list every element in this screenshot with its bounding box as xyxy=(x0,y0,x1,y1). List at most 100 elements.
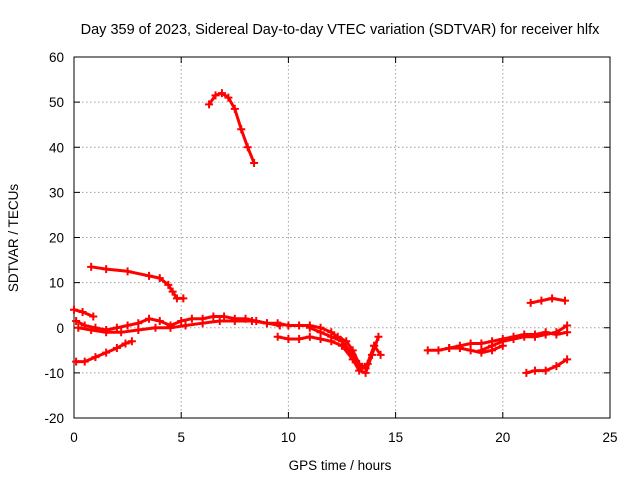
series-arc-dip-a xyxy=(273,332,383,377)
data-point xyxy=(423,346,432,355)
y-tick-label: 40 xyxy=(49,140,64,155)
data-point xyxy=(363,359,372,368)
y-tick-label: 50 xyxy=(49,95,64,110)
data-point xyxy=(348,350,357,359)
y-tick-label: 10 xyxy=(49,276,64,291)
x-tick-label: 5 xyxy=(177,430,185,445)
data-point xyxy=(87,262,96,271)
data-point xyxy=(563,328,572,337)
series-arc-lower-left xyxy=(72,337,136,366)
data-point xyxy=(530,366,539,375)
data-point xyxy=(434,346,443,355)
data-point xyxy=(181,321,190,330)
data-point xyxy=(74,323,83,332)
data-point xyxy=(305,332,314,341)
data-point xyxy=(522,368,531,377)
series-arc-high xyxy=(205,89,259,168)
data-point xyxy=(198,319,207,328)
y-axis-ticks: -20 -10 0 10 20 30 40 50 60 xyxy=(44,50,610,426)
data-point xyxy=(102,328,111,337)
data-point xyxy=(134,326,143,335)
series-trace xyxy=(529,296,567,305)
data-point xyxy=(273,332,282,341)
data-point xyxy=(262,319,271,328)
data-point xyxy=(72,357,81,366)
data-point xyxy=(376,350,385,359)
series-arc-start xyxy=(70,305,98,321)
data-point xyxy=(247,316,256,325)
data-point xyxy=(445,344,454,353)
data-point xyxy=(155,274,164,283)
data-point xyxy=(284,321,293,330)
data-point xyxy=(541,366,550,375)
series-arc-main-lower xyxy=(74,316,284,337)
data-point xyxy=(275,321,284,330)
data-point xyxy=(526,298,535,307)
data-point xyxy=(205,100,214,109)
data-point xyxy=(112,344,121,353)
data-point xyxy=(80,357,89,366)
data-point xyxy=(552,362,561,371)
data-point xyxy=(563,355,572,364)
data-point xyxy=(224,93,233,102)
grid-lines xyxy=(74,57,610,418)
data-point xyxy=(127,337,136,346)
x-tick-label: 15 xyxy=(388,430,403,445)
series-arc-late-c xyxy=(477,321,572,355)
data-point xyxy=(563,321,572,330)
x-axis-ticks: 0 5 10 15 20 25 xyxy=(70,57,618,445)
data-point xyxy=(209,312,218,321)
data-point xyxy=(548,294,557,303)
x-tick-label: 10 xyxy=(281,430,296,445)
data-point xyxy=(488,341,497,350)
data-point xyxy=(237,125,246,134)
data-point xyxy=(145,271,154,280)
data-point xyxy=(230,316,239,325)
y-tick-label: -20 xyxy=(44,411,64,426)
data-point xyxy=(338,337,346,346)
data-point xyxy=(357,364,366,373)
data-point xyxy=(177,316,186,325)
data-point xyxy=(295,321,304,330)
data-point xyxy=(89,312,98,321)
series-arc-right-lower xyxy=(522,355,572,377)
data-point xyxy=(164,280,173,289)
y-tick-label: 0 xyxy=(56,321,64,336)
data-point xyxy=(215,316,224,325)
data-point xyxy=(87,326,96,335)
data-point xyxy=(102,348,111,357)
data-point xyxy=(102,265,111,274)
data-point xyxy=(117,328,126,337)
x-axis-label: GPS time / hours xyxy=(289,458,392,473)
data-point xyxy=(541,330,550,339)
data-point xyxy=(477,346,486,355)
y-axis-label: SDTVAR / TECUs xyxy=(6,184,21,293)
data-point xyxy=(509,335,518,344)
data-point xyxy=(560,296,569,305)
data-point xyxy=(327,332,336,341)
data-point xyxy=(466,346,475,355)
data-point xyxy=(155,316,164,325)
data-point xyxy=(123,267,132,276)
x-tick-label: 0 xyxy=(70,430,78,445)
data-point xyxy=(316,328,325,337)
data-series-group xyxy=(70,89,572,377)
data-point xyxy=(211,91,220,100)
data-point xyxy=(552,328,561,337)
series-trace xyxy=(74,315,376,370)
data-point xyxy=(530,332,539,341)
data-point xyxy=(361,368,370,377)
y-tick-label: 30 xyxy=(49,185,64,200)
x-tick-label: 25 xyxy=(602,430,617,445)
data-point xyxy=(230,104,239,113)
data-point xyxy=(284,335,293,344)
series-trace xyxy=(89,265,185,300)
x-tick-label: 20 xyxy=(495,430,510,445)
data-point xyxy=(520,332,529,341)
data-point xyxy=(477,339,486,348)
data-point xyxy=(455,341,464,350)
data-point xyxy=(121,339,130,348)
data-point xyxy=(466,339,475,348)
data-point xyxy=(217,89,226,98)
